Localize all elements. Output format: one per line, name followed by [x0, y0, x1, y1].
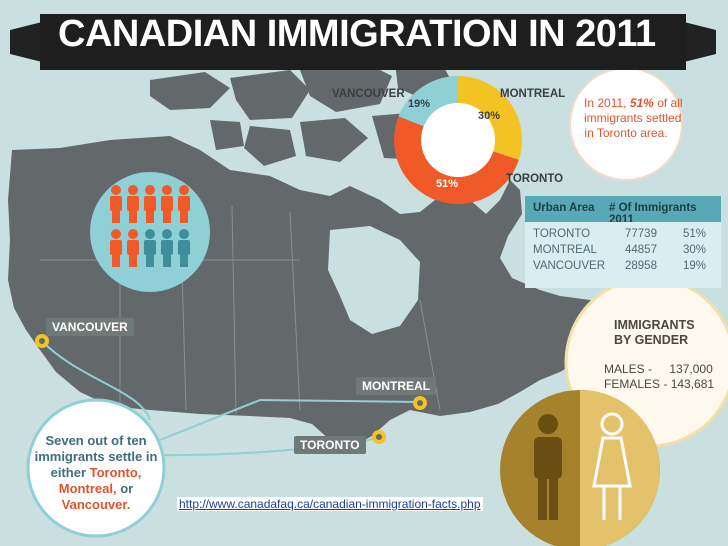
- donut-hole: [421, 103, 495, 177]
- bubble-city-vancouver: Vancouver.: [61, 497, 131, 512]
- city-label-montreal: MONTREAL: [356, 377, 436, 395]
- person-icon: [161, 229, 173, 267]
- gender-title: IMMIGRANTS BY GENDER: [614, 318, 695, 348]
- table-cell: 19%: [683, 260, 707, 272]
- table-cell: 51%: [683, 228, 707, 240]
- gender-title-line1: IMMIGRANTS: [614, 318, 695, 332]
- female-half: [580, 390, 660, 546]
- table-cell: 28958: [625, 260, 657, 272]
- title-banner: [10, 14, 716, 70]
- donut-chart: [394, 76, 522, 204]
- person-icon: [144, 185, 156, 223]
- page-title: CANADIAN IMMIGRATION IN 2011: [58, 13, 656, 55]
- person-icon: [127, 185, 139, 223]
- person-icon: [144, 229, 156, 267]
- donut-slice-montreal: [458, 76, 522, 160]
- pct-label-montreal: 30%: [478, 110, 501, 122]
- note-line2: immigrants settled: [584, 111, 682, 125]
- toronto-marker: [372, 430, 386, 444]
- people-pictogram: [110, 185, 190, 267]
- bubble-line2: immigrants settle in: [34, 449, 158, 464]
- note-highlight: 51%: [629, 96, 654, 110]
- pct-label-vancouver: 19%: [408, 98, 431, 110]
- female-icon: [592, 412, 632, 520]
- person-icon: [178, 185, 190, 223]
- person-icon: [178, 229, 190, 267]
- bubble-text: Seven out of ten immigrants settle in ei…: [31, 433, 161, 513]
- donut-label-toronto: TORONTO: [506, 173, 564, 185]
- col-urban-area: Urban Area: [533, 202, 595, 214]
- donut-label-vancouver: VANCOUVER: [332, 88, 405, 100]
- donut-label-montreal: MONTREAL: [500, 88, 566, 100]
- table-cell: 44857: [625, 244, 657, 256]
- gender-title-line2: BY GENDER: [614, 333, 689, 347]
- bubble-city-toronto: Toronto,: [89, 465, 142, 480]
- toronto-note: In 2011, 51% of all immigrants settled i…: [584, 96, 683, 141]
- table-cell: 30%: [683, 244, 707, 256]
- table-header: Urban Area # Of Immigrants 2011: [525, 196, 721, 226]
- males-label: MALES -: [604, 362, 653, 376]
- city-label-toronto: TORONTO: [294, 436, 366, 454]
- females-value: 143,681: [670, 377, 715, 391]
- table-cell: 77739: [625, 228, 657, 240]
- donut-slice-vancouver: [398, 76, 458, 127]
- males-stat: MALES - 137,000: [604, 362, 713, 376]
- note-line1: In 2011,: [584, 96, 627, 110]
- immigrants-table: Urban Area # Of Immigrants 2011 TORONTO …: [525, 196, 721, 288]
- females-label: FEMALES -: [604, 377, 668, 391]
- person-icon: [110, 185, 122, 223]
- note-line3: in Toronto area.: [584, 126, 668, 140]
- speech-bubble: [26, 398, 166, 538]
- table-cell: TORONTO: [533, 228, 591, 240]
- vancouver-marker: [35, 334, 49, 348]
- donut-slice-toronto: [394, 116, 519, 204]
- hudson-bay: [328, 226, 420, 334]
- male-icon: [534, 414, 562, 520]
- bubble-city-montreal: Montreal,: [58, 481, 117, 496]
- bubble-line1: Seven out of ten: [45, 433, 147, 448]
- females-stat: FEMALES - 143,681: [604, 377, 714, 391]
- person-icon: [161, 185, 173, 223]
- bubble-or: or: [120, 481, 134, 496]
- montreal-marker: [413, 396, 427, 410]
- table-cell: VANCOUVER: [533, 260, 605, 272]
- table-cell: MONTREAL: [533, 244, 597, 256]
- person-icon: [127, 229, 139, 267]
- pct-label-toronto: 51%: [436, 178, 459, 190]
- table-body: TORONTO 77739 51% MONTREAL 44857 30% VAN…: [525, 222, 721, 288]
- city-label-vancouver: VANCOUVER: [46, 318, 134, 336]
- note-line1-end: of all: [657, 96, 683, 110]
- bubble-either: either: [50, 465, 87, 480]
- males-value: 137,000: [669, 362, 713, 376]
- person-icon: [110, 229, 122, 267]
- source-link[interactable]: http://www.canadafaq.ca/canadian-immigra…: [177, 497, 483, 511]
